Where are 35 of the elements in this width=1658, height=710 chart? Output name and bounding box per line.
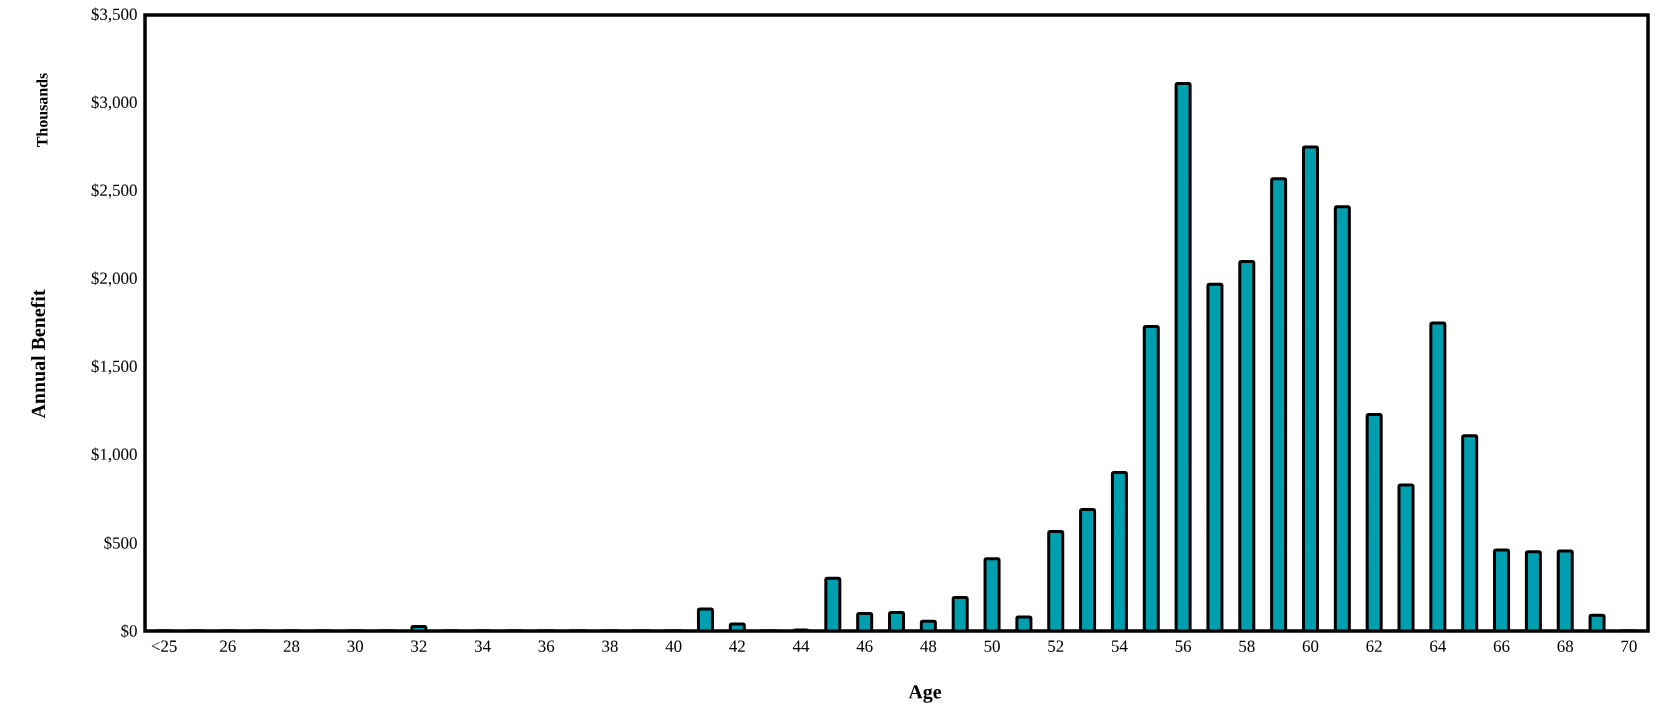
y-tick-label: $3,500	[91, 7, 137, 23]
y-tick-label: $1,000	[91, 447, 137, 463]
x-tick-label: 32	[411, 640, 427, 652]
x-tick-label: 46	[856, 640, 873, 652]
y-tick-label: $0	[121, 624, 137, 638]
x-tick-label: 26	[220, 640, 236, 652]
y-tick-label: $3,000	[91, 95, 137, 111]
x-tick-label: 60	[1302, 640, 1319, 652]
x-tick-label: 34	[474, 640, 491, 652]
x-tick-label: 70	[1621, 640, 1637, 652]
x-tick-label: 62	[1366, 640, 1382, 652]
y-tick-label: $1,500	[91, 359, 137, 375]
x-tick-label: 38	[602, 640, 618, 652]
x-tick-label: 52	[1048, 640, 1064, 652]
x-tick-label: 68	[1557, 640, 1574, 652]
x-tick-label: 56	[1175, 640, 1192, 652]
text: Thousands	[36, 73, 48, 147]
x-tick-label: 50	[984, 640, 1000, 652]
x-tick-label: 28	[283, 640, 300, 652]
x-tick-label: 66	[1493, 640, 1510, 652]
x-tick-label: 48	[920, 640, 937, 652]
x-tick-label: 58	[1239, 640, 1255, 652]
x-tick-label: 54	[1111, 640, 1128, 652]
x-tick-label: 30	[347, 640, 364, 652]
x-tick-label: <25	[151, 640, 177, 652]
y-tick-label: $2,500	[91, 183, 137, 199]
x-tick-label: 40	[665, 640, 682, 652]
x-axis-title: Age	[908, 685, 942, 703]
y-axis-title: Annual Benefit	[30, 289, 46, 419]
x-tick-label: 44	[792, 640, 810, 652]
x-tick-label: 36	[538, 640, 555, 652]
y-tick-label: $500	[104, 536, 137, 550]
x-tick-label: 42	[729, 640, 745, 652]
x-tick-label: 64	[1430, 640, 1447, 652]
y-tick-label: $2,000	[91, 271, 137, 287]
